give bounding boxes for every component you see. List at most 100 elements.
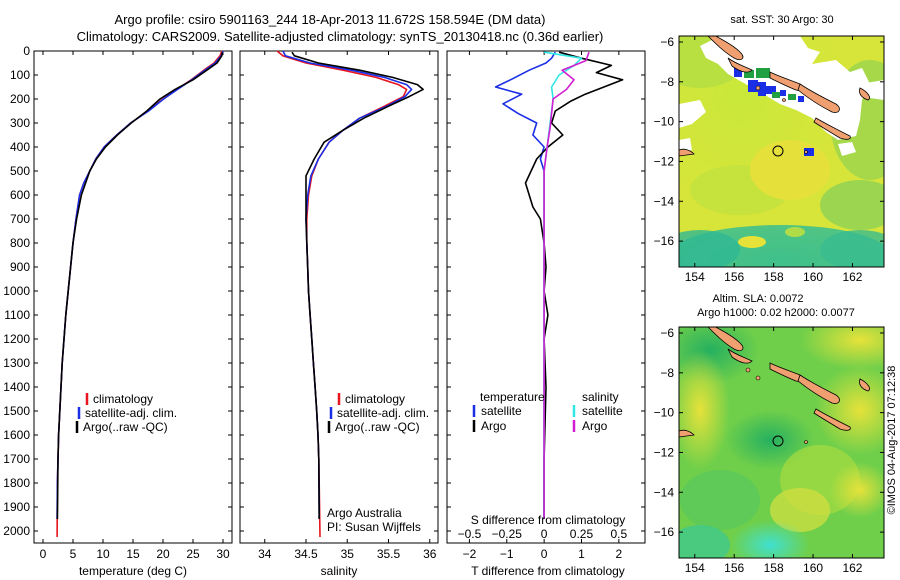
argo-float-marker [772,145,784,157]
legend-satellite-adj: satellite-adj. clim. [85,406,177,420]
x-tick-label: 35.5 [377,547,401,561]
map-x-tick-label: 158 [764,270,784,284]
y-tick-label: 400 [10,140,30,154]
x-tick-label: 0 [40,547,47,561]
y-tick-label: 500 [10,164,30,178]
sla-map-axes: 154 156 158 160 162 −6 −8 −10 −12 −14 −16 [654,326,884,575]
sla-map-image [679,327,884,558]
pi-label: PI: Susan Wijffels [327,520,421,534]
institution-label: Argo Australia [327,506,402,520]
x-tick-label: 1 [578,547,585,561]
figure-title-line1: Argo profile: csiro 5901163_244 18-Apr-2… [115,12,546,27]
map-x-tick-label: 158 [764,561,784,575]
map-x-tick-label: 156 [724,561,744,575]
legend-argo: Argo(..raw -QC) [335,420,420,434]
map-y-tick-label: −6 [660,35,674,49]
salinity-legend: climatology satellite-adj. clim. Argo(..… [327,392,429,434]
map-x-tick-label: 154 [685,270,705,284]
series-t-satellite [494,51,556,519]
series-t-argo [524,51,624,519]
t-difference-xlabel: T difference from climatology [471,564,625,578]
map-y-tick-label: −14 [654,485,675,499]
map-y-tick-label: −14 [654,194,675,208]
map-y-tick-label: −8 [660,75,674,89]
map-y-tick-label: −16 [654,525,675,539]
map-x-tick-label: 156 [724,270,744,284]
y-tick-label: 800 [10,236,30,250]
y-tick-label: 200 [10,92,30,106]
x-tick-label: 25 [186,547,200,561]
y-tick-label: 900 [10,260,30,274]
map-y-tick-label: −10 [654,406,675,420]
legend-climatology: climatology [345,392,405,406]
legend-argo: Argo(..raw -QC) [83,420,168,434]
x-tick-label: 34 [258,547,272,561]
y-tick-label: 1200 [3,332,30,346]
legend-t-argo: Argo [481,419,507,433]
x-tick-label: 15 [126,547,140,561]
legend-climatology: climatology [93,392,153,406]
x-tick-label: −1 [500,547,514,561]
y-tick-label: 0 [23,44,30,58]
legend-s-argo: Argo [582,419,608,433]
s-tick-label: 0.5 [611,527,628,541]
legend-temperature-title: temperature [480,390,545,404]
series-s-satellite [543,51,583,519]
y-tick-label: 1100 [4,308,30,322]
y-tick-label: 1300 [3,356,30,370]
y-tick-label: 1000 [3,284,30,298]
legend-salinity-title: salinity [582,390,619,404]
map-y-tick-label: −6 [660,326,674,340]
map-x-tick-label: 154 [685,561,705,575]
series-argo-raw-qc- [56,52,224,520]
sst-map-title: sat. SST: 30 Argo: 30 [730,14,833,26]
sla-map-title: Altim. SLA: 0.0072 [712,293,803,305]
y-tick-label: 700 [10,212,30,226]
s-tick-label: 0.25 [570,527,594,541]
s-tick-label: −0.25 [492,527,523,541]
series-argo-raw-qc- [291,51,424,520]
series-satellite-adj-clim- [56,50,224,520]
legend-satellite-adj: satellite-adj. clim. [337,406,429,420]
x-tick-label: 5 [70,547,77,561]
figure-title-line2: Climatology: CARS2009. Satellite-adjuste… [77,29,604,44]
x-tick-label: 0 [541,547,548,561]
s-tick-label: 0 [541,527,548,541]
map-y-tick-label: −12 [654,445,675,459]
y-tick-label: 1800 [3,476,30,490]
salinity-axes-frame [239,50,439,544]
sla-map-subtitle: Argo h1000: 0.02 h2000: 0.0077 [697,307,855,319]
legend-t-satellite: satellite [481,404,522,418]
map-y-tick-label: −12 [654,154,675,168]
x-tick-label: 35 [341,547,355,561]
sst-map-axes: 154 156 158 160 162 −6 −8 −10 −12 −14 −16 [654,35,884,284]
argo-float-marker [772,435,784,447]
temperature-xlabel: temperature (deg C) [79,564,187,578]
y-tick-label: 1600 [3,428,30,442]
y-tick-label: 1900 [3,500,30,514]
sst-map-image [679,36,884,267]
x-tick-label: 30 [216,547,230,561]
y-tick-label: 1500 [3,404,30,418]
x-tick-label: −2 [463,547,477,561]
map-x-tick-label: 162 [842,561,862,575]
difference-axes-frame [446,50,646,544]
sla-map-panel: Altim. SLA: 0.0072 Argo h1000: 0.02 h200… [654,293,885,575]
map-x-tick-label: 160 [803,561,823,575]
x-tick-label: 2 [616,547,623,561]
series-satellite-adj-clim- [282,50,413,520]
x-tick-label: 20 [156,547,170,561]
x-tick-label: 36 [423,547,437,561]
temperature-axes-frame [33,50,233,544]
map-y-tick-label: −10 [654,115,675,129]
legend-s-satellite: satellite [582,404,623,418]
series-climatology [56,50,223,538]
y-tick-label: 1400 [3,380,30,394]
difference-panel: −2 −1 0 1 2 −0.5 −0.25 0 0.25 0.5 S difference fr… [446,50,646,578]
y-tick-label: 300 [10,116,30,130]
series-s-argo [543,51,590,519]
temperature-panel: 0 5 10 15 20 25 300100200300400500600700800900… [3,44,233,578]
map-x-tick-label: 160 [803,270,823,284]
x-tick-label: 34.5 [294,547,318,561]
